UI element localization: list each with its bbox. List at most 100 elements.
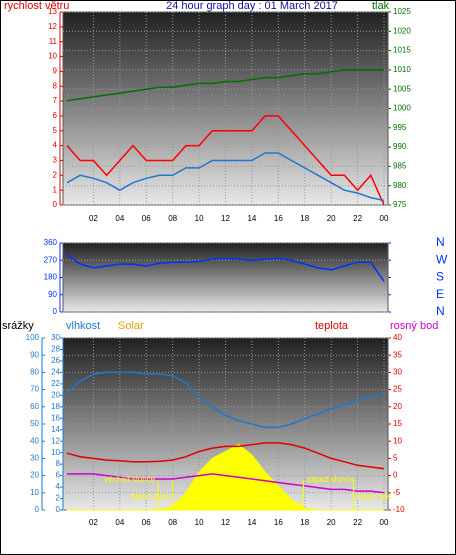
y3-tick-label: 16 [51, 413, 60, 422]
legend-label: Solar [118, 320, 144, 332]
x-tick-label: 12 [221, 214, 230, 223]
x-tick-label: 20 [327, 214, 336, 223]
y2-tick-label: 25 [393, 385, 402, 394]
y3-tick-label: 2 [56, 494, 61, 503]
y2-tick-label: N [436, 235, 445, 249]
y2-tick-label: N [436, 304, 445, 318]
y3-tick-label: 20 [51, 390, 60, 399]
x-tick-label: 16 [274, 214, 283, 223]
y2-tick-label: 40 [393, 333, 402, 342]
y-tick-label: 5 [53, 126, 58, 135]
y-tick-label: 70 [30, 385, 39, 394]
x-tick-label: 10 [195, 214, 204, 223]
y2-tick-label: 990 [393, 142, 407, 151]
x-tick-label: 14 [247, 214, 256, 223]
y-tick-label: 0 [53, 307, 58, 316]
y3-label: vlhkost [66, 320, 100, 332]
line [67, 473, 385, 494]
y-tick-label: 3 [53, 156, 58, 165]
line [66, 442, 385, 470]
y2-tick-label: S [436, 270, 444, 284]
y-tick-label: 20 [30, 471, 39, 480]
x-tick-label: 02 [89, 214, 98, 223]
event-label: západ slunce [306, 475, 354, 484]
x-tick-label: 08 [168, 214, 177, 223]
x-tick-label: 06 [142, 518, 151, 527]
y3-tick-label: 12 [51, 436, 60, 445]
y-tick-label: 40 [30, 436, 39, 445]
y3-tick-label: 10 [51, 448, 60, 457]
y2-tick-label: 30 [393, 368, 402, 377]
y2-tick-label: 20 [393, 402, 402, 411]
y-tick-label: 270 [44, 255, 58, 264]
y3-tick-label: 30 [51, 333, 60, 342]
x-tick-label: 00 [380, 518, 389, 527]
y2-tick-label: 980 [393, 181, 407, 190]
y2-tick-label: 1020 [393, 26, 411, 35]
line [66, 69, 384, 102]
y2-tick-label: -10 [393, 505, 405, 514]
x-tick-label: 10 [195, 518, 204, 527]
y2-tick-label: 15 [393, 419, 402, 428]
area [67, 444, 384, 511]
x-tick-label: 18 [300, 214, 309, 223]
y-tick-label: 0 [53, 200, 58, 209]
y-tick-label: 6 [53, 111, 58, 120]
line [66, 152, 385, 202]
y-tick-label: 60 [30, 402, 39, 411]
y3-tick-label: 8 [56, 459, 61, 468]
y-tick-label: 8 [53, 81, 58, 90]
y3-tick-label: 24 [51, 368, 60, 377]
line [66, 253, 385, 282]
x-tick-label: 00 [380, 214, 389, 223]
y2-label: tlak [372, 0, 390, 12]
x-tick-label: 04 [115, 214, 124, 223]
y2-tick-label: -5 [393, 488, 401, 497]
x-tick-label: 22 [353, 214, 362, 223]
y-tick-label: 90 [48, 290, 57, 299]
y-tick-label: 50 [30, 419, 39, 428]
y-tick-label: 10 [30, 488, 39, 497]
x-tick-label: 02 [89, 518, 98, 527]
y2-tick-label: 1000 [393, 104, 411, 113]
event-label: východ slunce [104, 475, 155, 484]
y-tick-label: 80 [30, 368, 39, 377]
event-label: Moon Set [357, 492, 392, 501]
y-label: rychlost větru [4, 0, 69, 12]
y3-tick-label: 6 [56, 471, 61, 480]
y2-tick-label: 975 [393, 200, 407, 209]
y-tick-label: 90 [30, 350, 39, 359]
x-tick-label: 14 [247, 518, 256, 527]
y-label: srážky [2, 320, 34, 332]
event-label: Moon Rise [131, 492, 170, 501]
y3-tick-label: 18 [51, 402, 60, 411]
y-tick-label: 7 [53, 96, 58, 105]
x-tick-label: 08 [168, 518, 177, 527]
y2-tick-label: 10 [393, 436, 402, 445]
y-tick-label: 30 [30, 454, 39, 463]
y3-tick-label: 14 [51, 425, 60, 434]
x-tick-label: 06 [142, 214, 151, 223]
y3-tick-label: 0 [56, 505, 61, 514]
x-tick-label: 04 [115, 518, 124, 527]
y-tick-label: 4 [53, 141, 58, 150]
y3-tick-label: 26 [51, 356, 60, 365]
y-tick-label: 180 [44, 273, 58, 282]
y2-tick-label: 5 [393, 454, 398, 463]
chart-title: 24 hour graph day : 01 March 2017 [166, 0, 338, 12]
x-tick-label: 12 [221, 518, 230, 527]
x-tick-label: 16 [274, 518, 283, 527]
legend-label: teplota [315, 320, 349, 332]
y2-tick-label: 35 [393, 350, 402, 359]
x-tick-label: 22 [353, 518, 362, 527]
y2-tick-label: 995 [393, 123, 407, 132]
y-tick-label: 9 [53, 66, 58, 75]
y-tick-label: 10 [48, 52, 57, 61]
y-tick-label: 11 [49, 37, 58, 46]
x-tick-label: 18 [300, 518, 309, 527]
y3-tick-label: 22 [51, 379, 60, 388]
y-tick-label: 2 [53, 170, 58, 179]
y-tick-label: 12 [48, 22, 57, 31]
y-tick-label: 0 [35, 505, 40, 514]
